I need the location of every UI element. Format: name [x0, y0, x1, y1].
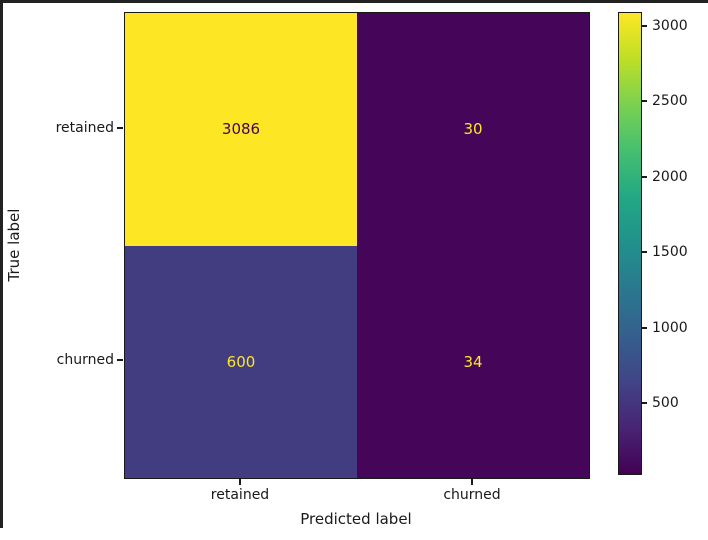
colorbar-tick-label-1500: 1500: [652, 244, 688, 260]
frame-top-edge: [0, 0, 708, 3]
x-tick-label-churned: churned: [443, 487, 501, 503]
y-axis-label: True label: [5, 208, 23, 282]
cell-true-churned-pred-retained: 600: [125, 245, 357, 478]
colorbar-tick-mark-1500: [642, 251, 647, 253]
colorbar-tick-mark-500: [642, 402, 647, 404]
cell-true-retained-pred-retained: 3086: [125, 13, 357, 246]
colorbar-gradient: [618, 12, 642, 475]
cell-value: 600: [226, 352, 256, 371]
y-tick-label-retained: retained: [55, 120, 114, 136]
x-tick-label-retained: retained: [210, 487, 270, 503]
colorbar-tick-mark-2500: [642, 100, 647, 102]
colorbar-tick-mark-2000: [642, 176, 647, 178]
colorbar-tick-label-1000: 1000: [652, 320, 688, 336]
cell-value: 30: [463, 120, 483, 139]
confusion-matrix-heatmap: 3086 30 600 34: [124, 12, 590, 479]
colorbar-tick-label-3000: 3000: [652, 18, 688, 34]
colorbar-tick-label-2500: 2500: [652, 93, 688, 109]
colorbar-tick-label-500: 500: [652, 395, 679, 411]
y-tick-mark-retained: [117, 127, 123, 129]
y-tick-mark-churned: [117, 359, 123, 361]
cell-true-retained-pred-churned: 30: [357, 13, 589, 246]
x-tick-mark-churned: [471, 479, 473, 485]
y-tick-label-churned: churned: [56, 352, 114, 368]
colorbar-tick-mark-1000: [642, 327, 647, 329]
cell-true-churned-pred-churned: 34: [357, 245, 589, 478]
colorbar-tick-label-2000: 2000: [652, 169, 688, 185]
colorbar-tick-mark-3000: [642, 25, 647, 27]
frame-left-edge: [0, 0, 3, 528]
x-tick-mark-retained: [239, 479, 241, 485]
x-axis-label: Predicted label: [300, 510, 412, 528]
cell-value: 34: [463, 352, 483, 371]
cell-value: 3086: [221, 120, 261, 139]
